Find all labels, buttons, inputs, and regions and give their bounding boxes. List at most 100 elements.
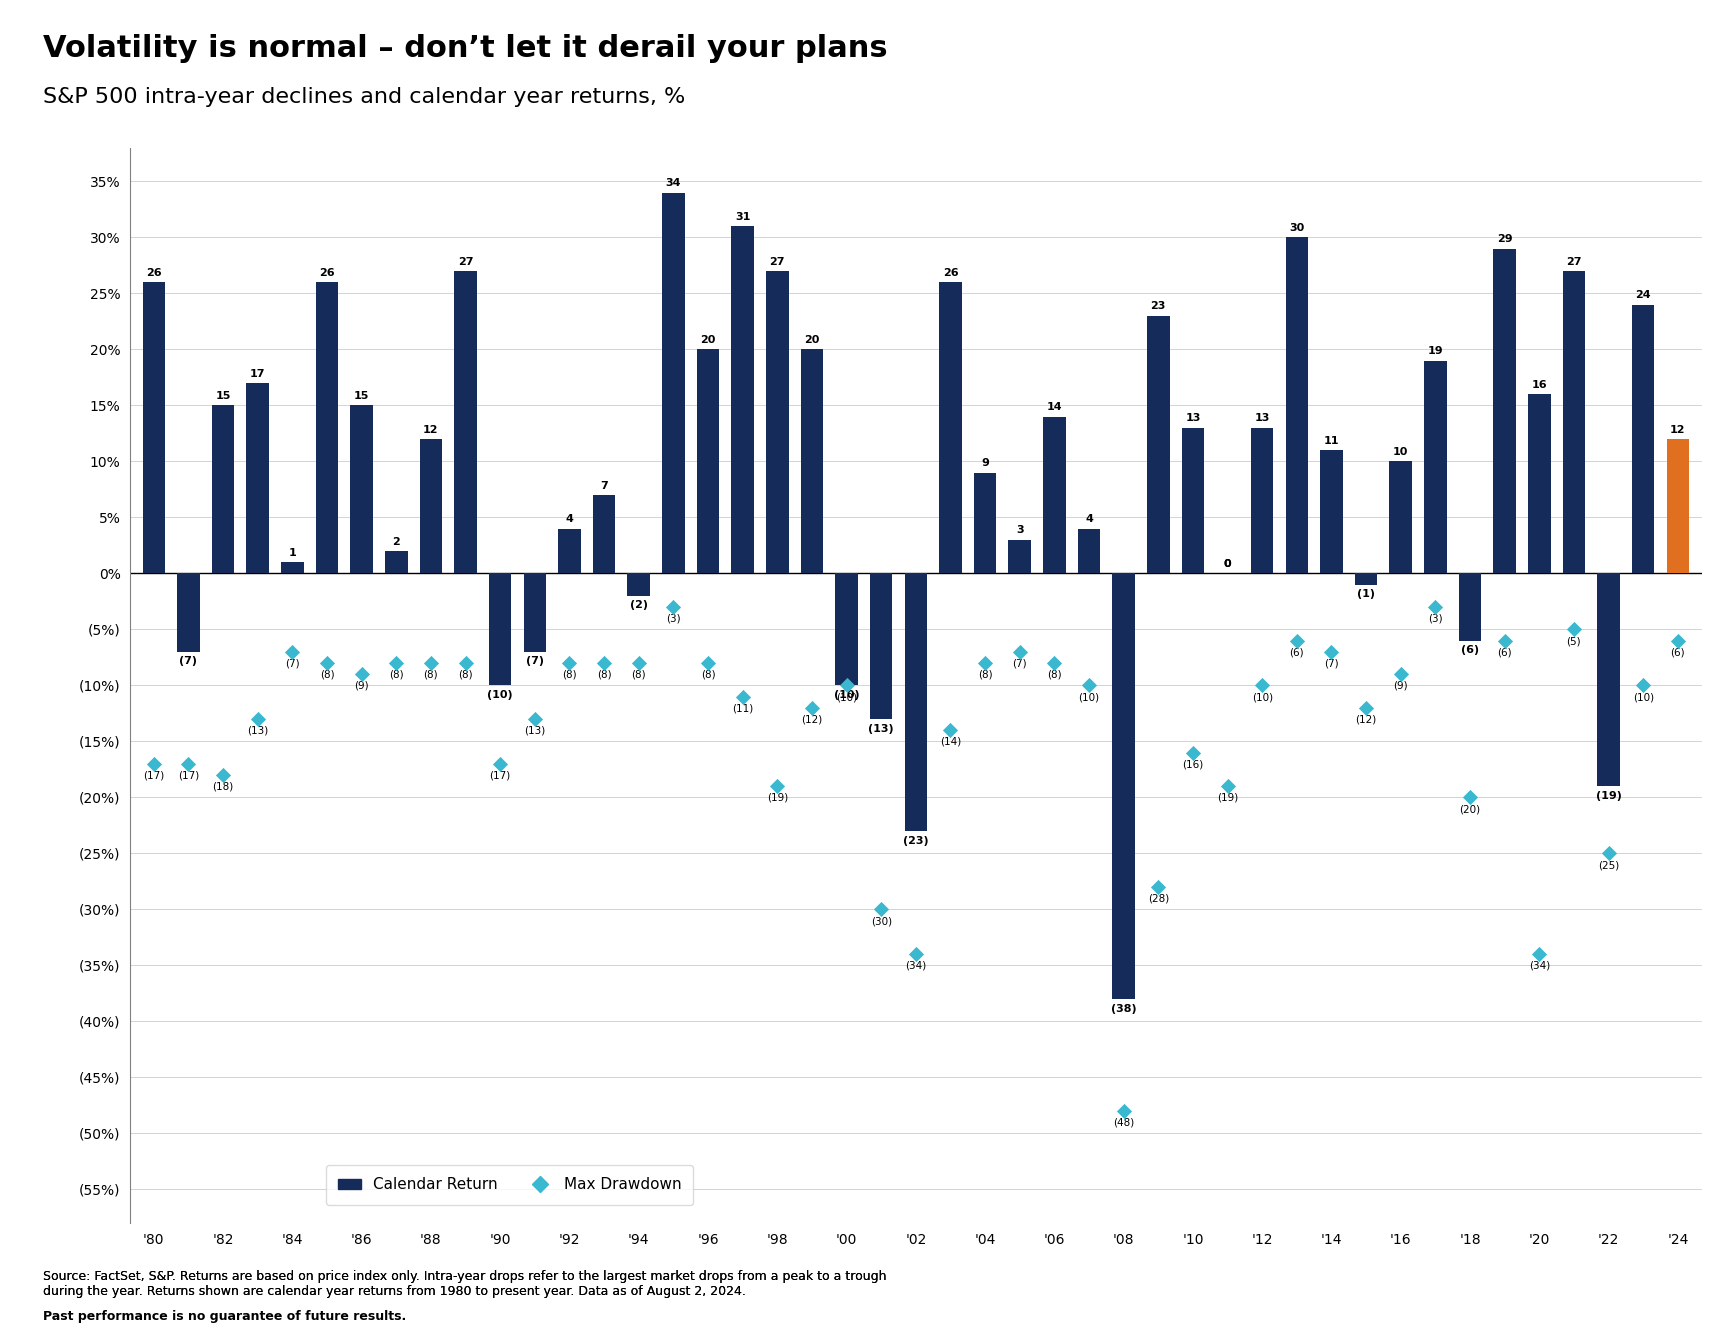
Text: Source: FactSet, S&P. Returns are based on price index only. Intra-year drops re: Source: FactSet, S&P. Returns are based … <box>43 1270 886 1298</box>
Bar <box>489 574 511 685</box>
Text: 26: 26 <box>320 267 335 278</box>
Bar <box>1113 574 1135 999</box>
Point <box>1075 675 1102 696</box>
Text: 12: 12 <box>1669 425 1685 434</box>
Text: 4: 4 <box>565 515 574 524</box>
Text: (9): (9) <box>354 681 370 691</box>
Text: (6): (6) <box>1498 648 1512 657</box>
Text: (48): (48) <box>1113 1118 1134 1128</box>
Text: 7: 7 <box>600 481 608 491</box>
Text: (8): (8) <box>562 669 577 680</box>
Bar <box>1562 271 1585 574</box>
Text: (13): (13) <box>247 726 268 735</box>
Point <box>140 753 168 774</box>
Text: (10): (10) <box>1633 692 1654 702</box>
Text: (7): (7) <box>1013 659 1026 668</box>
Text: 24: 24 <box>1635 290 1650 300</box>
Bar <box>282 562 304 574</box>
Text: (10): (10) <box>1251 692 1274 702</box>
Text: (8): (8) <box>423 669 439 680</box>
Bar <box>696 349 719 574</box>
Point <box>347 664 375 685</box>
Text: (19): (19) <box>767 793 788 802</box>
Bar <box>454 271 477 574</box>
Point <box>867 899 895 921</box>
Point <box>244 708 271 730</box>
Point <box>278 641 306 663</box>
Bar <box>593 495 615 574</box>
Text: (7): (7) <box>285 659 299 668</box>
Point <box>1248 675 1275 696</box>
Point <box>313 652 340 673</box>
Point <box>1560 618 1588 640</box>
Legend: Calendar Return, Max Drawdown: Calendar Return, Max Drawdown <box>327 1165 693 1204</box>
Point <box>833 675 861 696</box>
Text: 3: 3 <box>1016 526 1023 535</box>
Bar <box>1458 574 1481 641</box>
Text: 12: 12 <box>423 425 439 434</box>
Point <box>729 685 757 707</box>
Text: (3): (3) <box>665 614 681 624</box>
Text: 20: 20 <box>804 335 819 345</box>
Text: 11: 11 <box>1324 435 1339 446</box>
Text: (25): (25) <box>1598 860 1619 870</box>
Text: (2): (2) <box>629 601 648 610</box>
Text: 16: 16 <box>1531 380 1547 390</box>
Text: 27: 27 <box>458 257 473 266</box>
Point <box>1595 843 1623 864</box>
Text: 19: 19 <box>1427 347 1443 356</box>
Point <box>1006 641 1033 663</box>
Text: (17): (17) <box>143 770 164 781</box>
Point <box>1109 1101 1137 1122</box>
Text: 34: 34 <box>665 179 681 188</box>
Bar <box>835 574 857 685</box>
Text: (11): (11) <box>733 703 753 714</box>
Text: 26: 26 <box>147 267 162 278</box>
Bar <box>869 574 892 719</box>
Text: 15: 15 <box>354 391 370 401</box>
Text: (7): (7) <box>180 656 197 667</box>
Bar <box>940 282 962 574</box>
Point <box>626 652 653 673</box>
Text: S&P 500 intra-year declines and calendar year returns, %: S&P 500 intra-year declines and calendar… <box>43 87 686 108</box>
Text: (12): (12) <box>802 715 823 724</box>
Point <box>798 698 826 719</box>
Text: (30): (30) <box>871 917 892 926</box>
Bar <box>800 349 823 574</box>
Bar <box>1044 417 1066 574</box>
Bar <box>1597 574 1619 786</box>
Bar <box>524 574 546 652</box>
Bar <box>213 406 235 574</box>
Text: 26: 26 <box>943 267 959 278</box>
Point <box>1353 698 1381 719</box>
Point <box>1457 786 1484 808</box>
Text: 14: 14 <box>1047 402 1063 413</box>
Point <box>1388 664 1415 685</box>
Text: (20): (20) <box>1460 804 1481 814</box>
Bar <box>558 528 581 574</box>
Bar <box>1320 450 1343 574</box>
Text: Volatility is normal – don’t let it derail your plans: Volatility is normal – don’t let it dera… <box>43 34 888 63</box>
Text: (34): (34) <box>1529 961 1550 970</box>
Text: 29: 29 <box>1496 234 1512 245</box>
Point <box>1422 597 1450 618</box>
Bar <box>247 383 270 574</box>
Bar <box>1493 249 1515 574</box>
Text: 27: 27 <box>1566 257 1581 266</box>
Text: 10: 10 <box>1393 448 1408 457</box>
Text: (8): (8) <box>1047 669 1061 680</box>
Text: (34): (34) <box>905 961 926 970</box>
Text: (10): (10) <box>836 692 857 702</box>
Bar <box>1666 439 1688 574</box>
Text: Past performance is no guarantee of future results.: Past performance is no guarantee of futu… <box>43 1310 406 1324</box>
Point <box>1178 742 1206 763</box>
Bar <box>420 439 442 574</box>
Text: 13: 13 <box>1255 414 1270 423</box>
Point <box>556 652 584 673</box>
Text: (19): (19) <box>1595 790 1621 801</box>
Text: (8): (8) <box>978 669 992 680</box>
Text: 15: 15 <box>216 391 232 401</box>
Point <box>1040 652 1068 673</box>
Text: (6): (6) <box>1460 645 1479 655</box>
Text: (13): (13) <box>869 723 893 734</box>
